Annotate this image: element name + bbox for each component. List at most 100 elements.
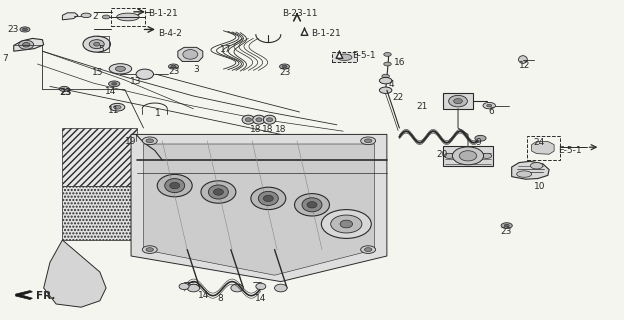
Ellipse shape: [109, 64, 132, 74]
Ellipse shape: [94, 42, 100, 46]
Ellipse shape: [454, 99, 462, 104]
Ellipse shape: [242, 115, 255, 124]
Polygon shape: [62, 13, 78, 20]
Text: 23: 23: [168, 67, 180, 76]
Ellipse shape: [379, 77, 392, 84]
Ellipse shape: [136, 69, 154, 79]
Text: E-5-1: E-5-1: [353, 51, 376, 60]
Text: 5: 5: [99, 45, 104, 54]
Ellipse shape: [519, 56, 527, 63]
Ellipse shape: [231, 284, 243, 292]
Ellipse shape: [364, 139, 372, 143]
Ellipse shape: [114, 105, 121, 109]
Text: 19: 19: [125, 137, 136, 146]
Ellipse shape: [384, 62, 391, 66]
Text: B-1-21: B-1-21: [311, 29, 341, 38]
Ellipse shape: [258, 191, 278, 205]
Ellipse shape: [251, 187, 286, 210]
Ellipse shape: [110, 103, 125, 111]
Ellipse shape: [487, 104, 492, 107]
Ellipse shape: [165, 179, 185, 193]
Text: 22: 22: [392, 93, 403, 102]
Text: 8: 8: [217, 294, 223, 303]
Ellipse shape: [517, 171, 532, 177]
Ellipse shape: [102, 15, 110, 19]
Ellipse shape: [475, 135, 486, 141]
Ellipse shape: [201, 181, 236, 203]
Polygon shape: [131, 134, 387, 282]
Polygon shape: [532, 141, 554, 154]
Bar: [527, 136, 560, 160]
Text: 1: 1: [155, 109, 160, 118]
Ellipse shape: [157, 174, 192, 197]
Ellipse shape: [179, 283, 189, 290]
Text: B-4-2: B-4-2: [158, 29, 182, 38]
Ellipse shape: [256, 118, 262, 122]
Text: 23: 23: [500, 227, 512, 236]
Ellipse shape: [170, 182, 180, 189]
Ellipse shape: [213, 189, 223, 195]
Text: 18: 18: [262, 125, 273, 134]
Polygon shape: [16, 291, 32, 300]
Text: 20: 20: [437, 150, 448, 159]
Ellipse shape: [302, 198, 322, 212]
Text: 14: 14: [105, 87, 116, 96]
Text: 23: 23: [7, 25, 19, 34]
Ellipse shape: [275, 284, 287, 292]
Text: 9: 9: [475, 138, 481, 147]
Text: 17: 17: [220, 45, 231, 54]
Ellipse shape: [89, 40, 104, 49]
Ellipse shape: [379, 87, 392, 93]
Ellipse shape: [142, 246, 157, 253]
Text: 3: 3: [193, 65, 199, 74]
Ellipse shape: [183, 50, 198, 59]
Polygon shape: [14, 38, 44, 51]
Ellipse shape: [364, 248, 372, 252]
Ellipse shape: [19, 40, 34, 49]
Text: 18: 18: [275, 125, 286, 134]
Text: 23: 23: [280, 68, 291, 77]
Ellipse shape: [361, 246, 376, 253]
Ellipse shape: [282, 65, 287, 68]
Ellipse shape: [361, 137, 376, 145]
Ellipse shape: [449, 95, 467, 107]
Text: 10: 10: [534, 182, 545, 191]
Ellipse shape: [382, 74, 389, 78]
Ellipse shape: [331, 215, 362, 233]
Ellipse shape: [280, 64, 290, 69]
Bar: [443, 146, 493, 166]
Ellipse shape: [171, 65, 176, 68]
Ellipse shape: [444, 153, 454, 158]
Ellipse shape: [245, 118, 251, 122]
Ellipse shape: [109, 81, 120, 87]
Ellipse shape: [83, 36, 110, 52]
Ellipse shape: [168, 64, 178, 69]
Ellipse shape: [452, 147, 484, 165]
Ellipse shape: [20, 27, 30, 32]
Ellipse shape: [263, 195, 273, 202]
Ellipse shape: [117, 13, 139, 21]
Ellipse shape: [146, 248, 154, 252]
Polygon shape: [62, 186, 137, 240]
Text: B-1-21: B-1-21: [149, 9, 178, 18]
Ellipse shape: [295, 194, 329, 216]
Text: FR.: FR.: [36, 291, 56, 300]
Ellipse shape: [256, 283, 266, 290]
Ellipse shape: [22, 43, 30, 47]
Polygon shape: [144, 144, 374, 275]
Ellipse shape: [337, 54, 352, 60]
Text: 2: 2: [92, 12, 98, 21]
Polygon shape: [512, 161, 549, 179]
Ellipse shape: [266, 118, 273, 122]
Ellipse shape: [146, 139, 154, 143]
Text: B-23-11: B-23-11: [282, 9, 317, 18]
Ellipse shape: [307, 202, 317, 208]
Text: 16: 16: [394, 58, 406, 67]
Ellipse shape: [483, 102, 495, 109]
Ellipse shape: [384, 52, 391, 56]
Polygon shape: [62, 128, 137, 186]
Text: 21: 21: [417, 102, 428, 111]
Ellipse shape: [340, 220, 353, 228]
Text: 15: 15: [92, 68, 104, 77]
Text: 7: 7: [2, 54, 7, 63]
